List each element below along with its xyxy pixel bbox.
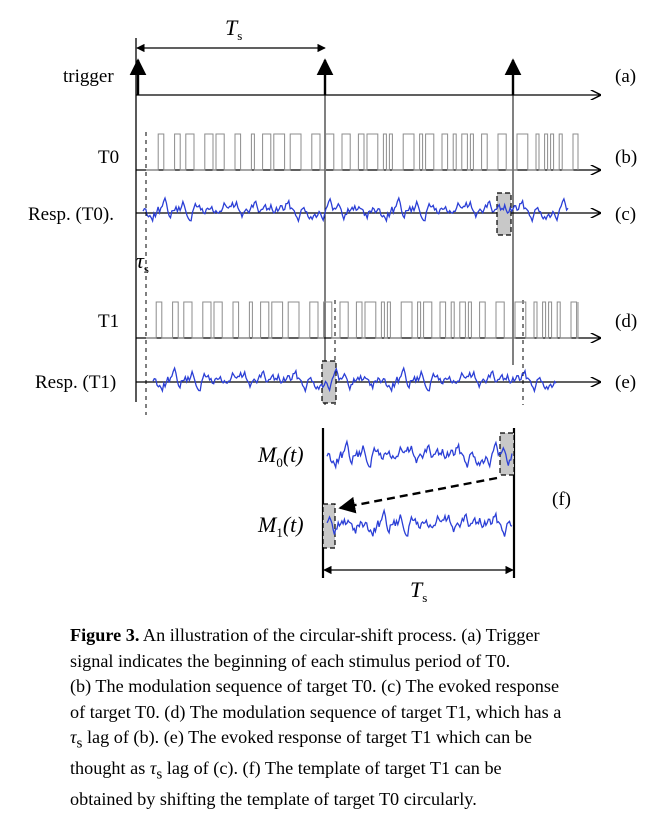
caption-line-3: (b) The modulation sequence of target T0…	[70, 676, 560, 696]
resp-t1-highlight	[321, 360, 337, 404]
caption-line-5: τs lag of (b). (e) The evoked response o…	[70, 725, 652, 756]
t1-modulation-sequence	[146, 301, 579, 339]
t0-modulation-sequence	[146, 133, 579, 171]
m0-template-waveform	[326, 439, 513, 470]
m0-label: M0(t)	[257, 442, 304, 470]
m1-template-waveform	[326, 508, 513, 537]
t1-label: T1	[98, 311, 119, 332]
caption-line-7: obtained by shifting the template of tar…	[70, 789, 477, 810]
caption-tau-2-sub: s	[156, 765, 163, 783]
caption-line-6: thought as τs lag of (c). (f) The templa…	[70, 756, 652, 787]
t0-label: T0	[98, 147, 119, 168]
figure-caption: Figure 3. An illustration of the circula…	[70, 623, 652, 813]
panel-letter-f: (f)	[552, 489, 571, 510]
circular-shift-diagram: Ts trigger (a) T0 (b) Resp. (T0). (c) τs…	[28, 15, 637, 605]
figure-3: Ts trigger (a) T0 (b) Resp. (T0). (c) τs…	[28, 15, 637, 605]
caption-text-5: lag of (b). (e) The evoked response of t…	[82, 727, 532, 747]
caption-tau-1-sub: s	[76, 734, 83, 752]
panel-letter-b: (b)	[615, 147, 637, 168]
ts-top-label: Ts	[225, 15, 242, 43]
panel-letter-d: (d)	[615, 311, 637, 332]
panel-letter-a: (a)	[615, 66, 636, 87]
caption-line-4: of target T0. (d) The modulation sequenc…	[70, 701, 562, 722]
trigger-label: trigger	[63, 66, 114, 87]
caption-text-1: An illustration of the circular-shift pr…	[139, 625, 540, 645]
circular-shift-arrow	[338, 476, 498, 514]
tau-label: τs	[136, 248, 149, 276]
caption-tau-2: τ	[149, 758, 157, 779]
resp-t1-label: Resp. (T1)	[35, 372, 116, 393]
ts-bottom-label: Ts	[410, 577, 427, 605]
caption-text-6a: thought as	[70, 758, 150, 779]
caption-tau-1: τ	[70, 727, 77, 747]
caption-text-6b: lag of (c). (f) The template of target T…	[162, 758, 502, 779]
caption-label: Figure 3.	[70, 625, 140, 645]
m1-highlight	[322, 503, 336, 549]
m1-label: M1(t)	[257, 512, 304, 540]
resp-t0-label: Resp. (T0).	[28, 204, 114, 225]
resp-t0-highlight	[496, 192, 512, 236]
panel-letter-c: (c)	[615, 204, 636, 225]
caption-line-1: Figure 3. An illustration of the circula…	[70, 623, 652, 649]
resp-t1-waveform	[152, 366, 557, 394]
panel-letter-e: (e)	[615, 372, 636, 393]
resp-t0-waveform	[142, 196, 569, 224]
caption-line-2: signal indicates the beginning of each s…	[70, 650, 511, 671]
